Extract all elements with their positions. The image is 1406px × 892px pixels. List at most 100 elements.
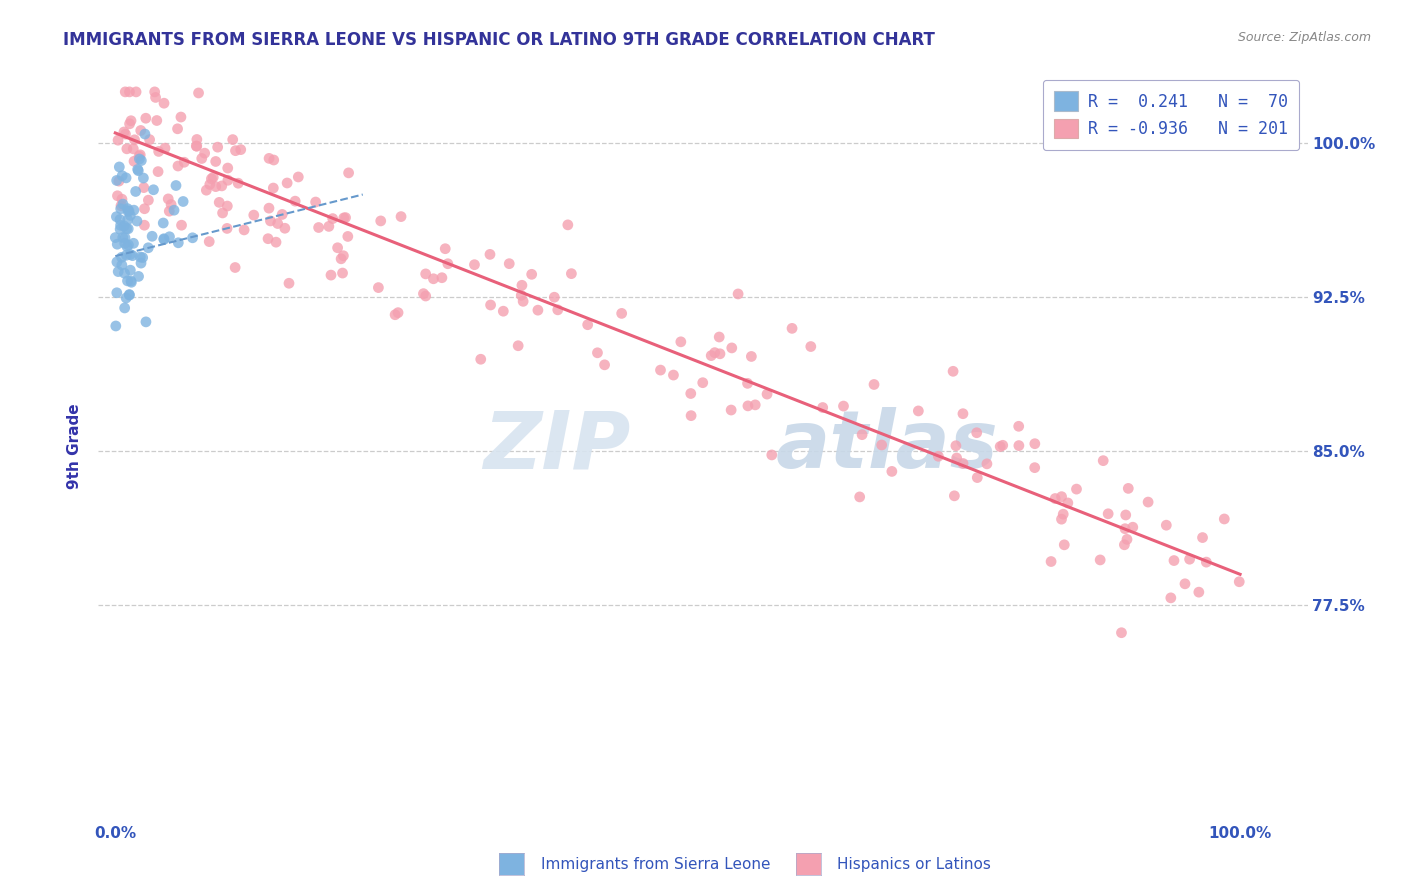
Point (470, 352, 492, 367)
Point (1156, 518, 1178, 533)
Point (740, 350, 762, 364)
Point (586, 346, 609, 360)
Point (512, 294, 534, 309)
Point (233, 223, 256, 237)
Point (111, 197, 134, 211)
Point (1050, 490, 1073, 504)
Point (267, 217, 290, 231)
Point (117, 212, 139, 227)
Point (650, 363, 672, 377)
Point (124, 133, 146, 147)
Point (146, 164, 169, 178)
Point (107, 264, 129, 278)
Point (120, 113, 142, 128)
Point (966, 470, 988, 484)
Point (186, 139, 208, 153)
Point (211, 178, 233, 193)
Point (264, 235, 287, 249)
Point (135, 112, 157, 126)
Point (114, 236, 136, 251)
Point (479, 298, 502, 312)
Point (863, 377, 886, 392)
Point (226, 176, 249, 190)
Point (669, 334, 692, 349)
Point (942, 364, 965, 378)
Point (284, 194, 307, 209)
Y-axis label: 9th Grade: 9th Grade (67, 403, 83, 489)
Point (434, 242, 457, 256)
Point (118, 117, 141, 131)
Point (319, 268, 342, 282)
Point (128, 149, 150, 163)
Point (498, 257, 520, 271)
Point (1024, 460, 1046, 475)
Point (105, 173, 128, 187)
Point (1122, 520, 1144, 534)
Point (318, 219, 340, 234)
Point (1188, 585, 1211, 599)
Point (104, 230, 127, 244)
Point (120, 263, 142, 277)
Point (1227, 574, 1250, 589)
Point (330, 252, 353, 266)
Point (278, 277, 301, 291)
Point (308, 220, 330, 235)
Point (112, 219, 135, 233)
Point (108, 212, 131, 227)
Point (166, 121, 188, 136)
Point (160, 197, 183, 211)
Point (211, 206, 233, 220)
Point (478, 247, 501, 261)
Point (412, 286, 434, 301)
Point (709, 330, 731, 344)
Point (263, 153, 285, 167)
Point (880, 464, 903, 478)
Point (153, 232, 176, 246)
Point (115, 170, 138, 185)
Point (1114, 522, 1136, 536)
Point (335, 211, 357, 225)
Point (108, 160, 131, 174)
Point (114, 301, 136, 315)
Point (167, 159, 190, 173)
Point (120, 274, 142, 288)
Point (153, 141, 176, 155)
Point (243, 208, 266, 222)
Text: Immigrants from Sierra Leone: Immigrants from Sierra Leone (541, 857, 770, 872)
Point (952, 457, 974, 471)
Point (173, 155, 195, 169)
Point (132, 171, 155, 186)
Point (326, 241, 349, 255)
Point (129, 256, 152, 270)
Point (118, 287, 141, 301)
Point (756, 387, 779, 401)
Point (259, 214, 281, 228)
Point (700, 349, 723, 363)
Point (187, 86, 209, 100)
Point (134, 202, 156, 216)
Point (115, 142, 138, 156)
Point (129, 148, 152, 162)
Point (560, 267, 582, 281)
Point (976, 457, 998, 471)
Point (117, 204, 139, 219)
Point (1116, 533, 1139, 547)
Point (1114, 538, 1136, 552)
Point (122, 236, 145, 251)
Point (1040, 555, 1063, 569)
Point (966, 425, 988, 440)
Point (118, 85, 141, 99)
Point (1116, 482, 1139, 496)
Point (1160, 591, 1182, 605)
Point (198, 235, 221, 249)
Point (217, 199, 239, 213)
Point (217, 173, 239, 187)
Point (543, 290, 565, 304)
Point (1115, 508, 1137, 522)
Point (547, 302, 569, 317)
Point (115, 291, 138, 305)
Point (415, 267, 437, 281)
Point (262, 181, 284, 195)
Point (148, 145, 170, 159)
Point (1052, 507, 1074, 521)
